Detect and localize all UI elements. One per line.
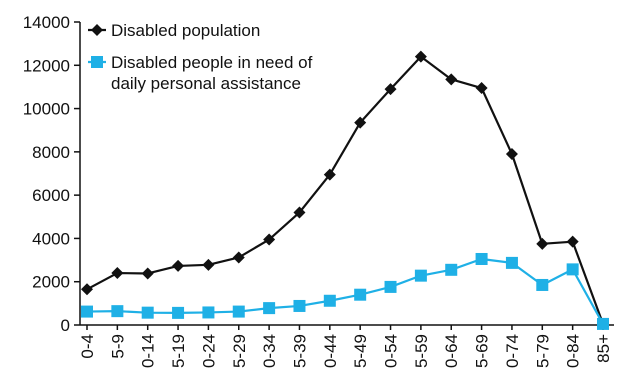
x-tick-label: 5-29: [230, 334, 249, 368]
legend-marker: [91, 56, 103, 68]
x-tick-label: 85+: [594, 334, 613, 363]
series-2: [81, 252, 609, 330]
data-point: [293, 299, 306, 312]
data-point: [323, 294, 336, 307]
x-tick-label: 5-49: [351, 334, 370, 368]
data-point: [505, 256, 518, 269]
x-tick-label: 5-79: [533, 334, 552, 368]
x-tick-label: 0-44: [321, 334, 340, 368]
x-axis-ticks: 0-4 5-9 0-14 5-19 0-24 5-29 0-34 5-39 0-44 5-49 0-…: [78, 325, 613, 368]
x-tick-label: 5-69: [473, 334, 492, 368]
axes: [79, 22, 614, 326]
data-point: [445, 73, 458, 86]
data-point: [414, 50, 427, 63]
data-point: [414, 269, 427, 282]
x-tick-label: 5-59: [412, 334, 431, 368]
legend-item-2: Disabled people in need of daily personal…: [88, 53, 313, 93]
data-point: [81, 305, 93, 318]
series-1: [81, 50, 609, 330]
data-point: [232, 251, 245, 264]
x-tick-label: 5-19: [169, 334, 188, 368]
data-point: [445, 263, 458, 276]
data-point: [111, 305, 124, 318]
data-point: [141, 306, 154, 319]
data-point: [172, 259, 185, 272]
legend-marker: [91, 24, 103, 36]
x-tick-label: 5-9: [108, 334, 127, 359]
y-tick-label: 12000: [23, 56, 70, 75]
y-tick-label: 14000: [23, 13, 70, 32]
y-tick-label: 4000: [32, 229, 70, 248]
data-point: [202, 258, 215, 271]
x-tick-label: 0-14: [139, 334, 158, 368]
x-tick-label: 0-24: [199, 334, 218, 368]
x-tick-label: 0-64: [442, 334, 461, 368]
data-point: [566, 235, 579, 248]
y-tick-label: 0: [61, 316, 70, 335]
y-tick-label: 8000: [32, 143, 70, 162]
y-axis-ticks: 0 2000 4000 6000 8000 10000 12000 14000: [23, 13, 80, 335]
y-tick-label: 2000: [32, 273, 70, 292]
data-point: [597, 317, 609, 330]
data-point: [354, 288, 367, 301]
legend-label: daily personal assistance: [111, 74, 301, 93]
y-tick-label: 6000: [32, 186, 70, 205]
x-tick-label: 0-34: [260, 334, 279, 368]
data-point: [141, 267, 154, 280]
series-line: [86, 55, 605, 325]
legend-item-1: Disabled population: [88, 21, 260, 40]
x-tick-label: 5-39: [290, 334, 309, 368]
legend-label: Disabled population: [111, 21, 260, 40]
data-point: [566, 263, 579, 276]
legend: Disabled population Disabled people in ne…: [88, 21, 313, 93]
y-tick-label: 10000: [23, 100, 70, 119]
data-point: [293, 206, 306, 219]
x-tick-label: 0-54: [382, 334, 401, 368]
data-point: [263, 302, 276, 315]
data-point: [475, 252, 488, 265]
data-point: [475, 82, 488, 95]
data-point: [81, 283, 93, 296]
data-point: [232, 305, 245, 318]
data-point: [172, 306, 185, 319]
data-point: [536, 237, 549, 250]
data-point: [111, 267, 124, 280]
data-point: [202, 306, 215, 319]
data-point: [384, 280, 397, 293]
x-tick-label: 0-4: [78, 334, 97, 359]
data-point: [263, 233, 276, 246]
data-point: [536, 278, 549, 291]
data-point: [323, 168, 336, 181]
x-tick-label: 0-84: [564, 334, 583, 368]
data-point: [384, 83, 397, 96]
x-tick-label: 0-74: [503, 334, 522, 368]
legend-label: Disabled people in need of: [111, 53, 313, 72]
series-layer: [81, 50, 609, 330]
data-point: [505, 148, 518, 161]
data-point: [354, 116, 367, 129]
